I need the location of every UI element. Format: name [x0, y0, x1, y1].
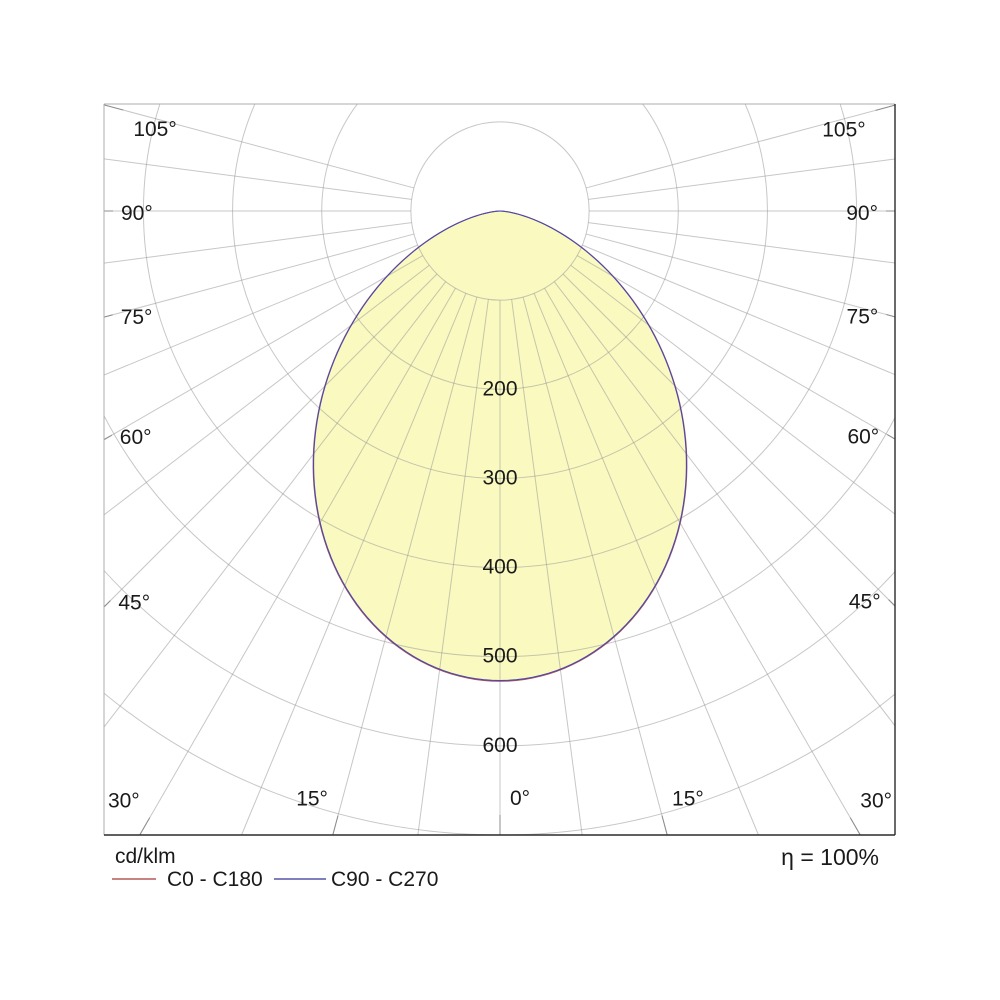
- svg-text:60°: 60°: [120, 426, 152, 449]
- svg-text:30°: 30°: [108, 790, 140, 813]
- svg-text:cd/klm: cd/klm: [115, 845, 176, 868]
- svg-text:η = 100%: η = 100%: [781, 844, 879, 870]
- svg-text:30°: 30°: [860, 790, 892, 813]
- svg-text:300: 300: [482, 466, 517, 489]
- svg-text:45°: 45°: [849, 591, 881, 614]
- svg-text:0°: 0°: [510, 787, 530, 810]
- svg-text:600: 600: [482, 734, 517, 757]
- svg-text:90°: 90°: [846, 202, 878, 225]
- svg-text:400: 400: [482, 556, 517, 579]
- svg-text:90°: 90°: [121, 202, 153, 225]
- svg-text:75°: 75°: [847, 306, 879, 329]
- svg-text:200: 200: [482, 377, 517, 400]
- svg-text:75°: 75°: [121, 306, 153, 329]
- svg-text:15°: 15°: [672, 788, 704, 811]
- svg-text:C0 - C180: C0 - C180: [167, 868, 263, 891]
- svg-text:105°: 105°: [822, 118, 865, 141]
- svg-text:15°: 15°: [296, 788, 328, 811]
- svg-text:60°: 60°: [847, 426, 879, 449]
- svg-text:500: 500: [482, 645, 517, 668]
- svg-text:45°: 45°: [118, 592, 150, 615]
- svg-text:C90 - C270: C90 - C270: [331, 868, 438, 891]
- svg-text:105°: 105°: [133, 118, 176, 141]
